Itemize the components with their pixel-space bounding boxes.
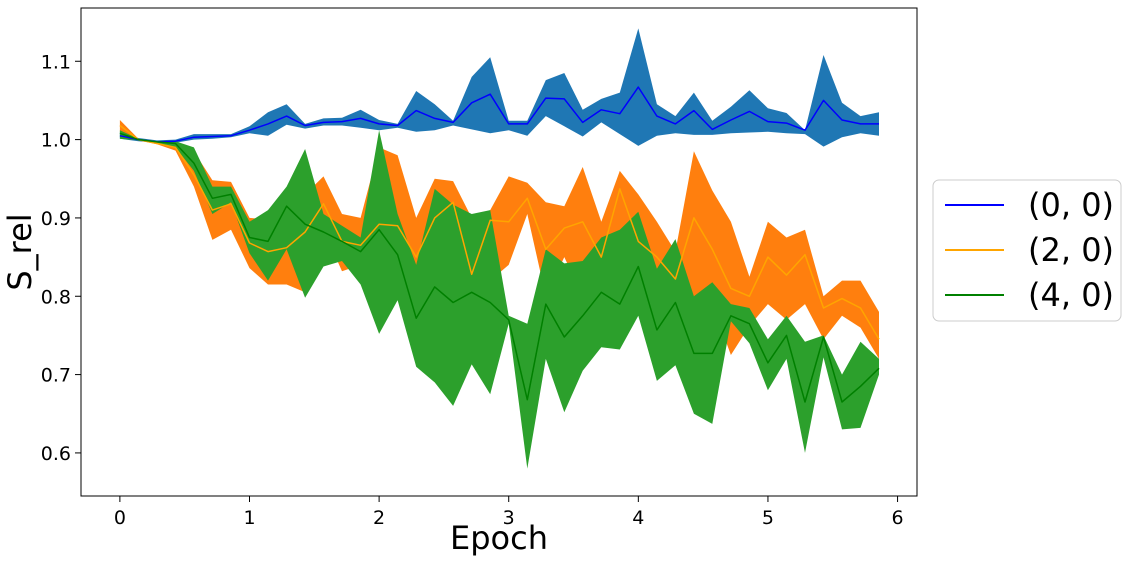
confidence-band-2 [119, 130, 879, 469]
legend-label-1: (2, 0) [1028, 231, 1114, 269]
x-axis-ticks: 0 1 2 3 4 5 6 [114, 496, 904, 529]
x-tick-label: 4 [632, 507, 644, 529]
legend-box [932, 179, 1122, 322]
x-tick-label: 1 [243, 507, 255, 529]
confidence-band-1 [119, 120, 879, 359]
confidence-bands [119, 28, 879, 469]
legend-label-0: (0, 0) [1028, 186, 1114, 224]
y-tick-label: 0.9 [41, 208, 71, 230]
series-lines [119, 86, 880, 403]
y-tick-label: 0.6 [41, 443, 71, 465]
x-tick-label: 0 [114, 507, 126, 529]
x-axis-label: Epoch [450, 519, 548, 557]
y-tick-label: 0.8 [41, 286, 71, 308]
confidence-band-0 [119, 28, 879, 147]
series-line-1 [119, 124, 880, 340]
y-axis-label: S_rel [1, 213, 39, 290]
y-tick-label: 1.1 [41, 51, 71, 73]
series-line-2 [119, 132, 880, 403]
y-axis-ticks: 0.6 0.7 0.8 0.9 1.0 1.1 [41, 51, 81, 465]
series-line-0 [119, 86, 879, 143]
legend-label-2: (4, 0) [1028, 276, 1114, 314]
x-tick-label: 6 [892, 507, 904, 529]
x-tick-label: 3 [503, 507, 515, 529]
y-tick-label: 1.0 [41, 130, 71, 152]
legend: (0, 0) (2, 0) (4, 0) [932, 179, 1122, 322]
y-tick-label: 0.7 [41, 365, 71, 387]
x-tick-label: 2 [373, 507, 385, 529]
plot-area-frame [80, 7, 918, 497]
x-tick-label: 5 [762, 507, 774, 529]
